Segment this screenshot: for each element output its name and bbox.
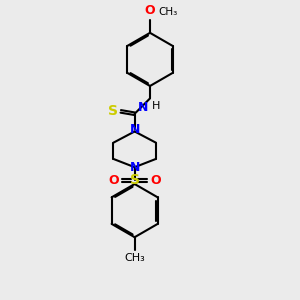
Text: S: S: [130, 173, 140, 188]
Text: H: H: [152, 101, 161, 111]
Text: O: O: [150, 174, 160, 187]
Text: N: N: [138, 101, 148, 114]
Text: CH₃: CH₃: [158, 7, 178, 17]
Text: N: N: [130, 161, 140, 174]
Text: O: O: [109, 174, 119, 187]
Text: N: N: [130, 123, 140, 136]
Text: O: O: [145, 4, 155, 17]
Text: S: S: [108, 104, 118, 118]
Text: CH₃: CH₃: [124, 253, 145, 262]
